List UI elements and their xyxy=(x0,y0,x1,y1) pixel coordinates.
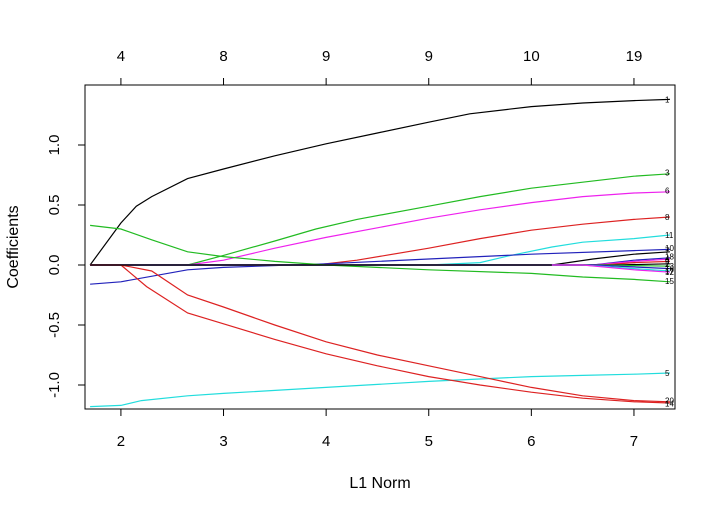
end-label: 17 xyxy=(665,267,674,276)
end-label: 13 xyxy=(665,262,674,271)
end-label: 15 xyxy=(665,277,674,286)
end-label: 4 xyxy=(665,254,670,263)
series-line-15 xyxy=(90,224,670,283)
y-tick-label: -0.5 xyxy=(46,312,63,338)
top-tick-label: 19 xyxy=(626,48,643,65)
y-tick-label: 0.0 xyxy=(46,255,63,276)
end-label: 6 xyxy=(665,187,670,196)
x-axis-title: L1 Norm xyxy=(349,475,410,492)
end-label: 2 xyxy=(665,260,670,269)
top-tick-label: 9 xyxy=(425,48,433,65)
end-label: 5 xyxy=(665,369,670,378)
x-tick-label: 3 xyxy=(219,433,227,450)
top-tick-label: 4 xyxy=(117,48,125,65)
end-label: 11 xyxy=(665,231,674,240)
x-tick-label: 2 xyxy=(117,433,125,450)
x-tick-label: 4 xyxy=(322,433,330,450)
end-label: 3 xyxy=(665,169,670,178)
series-line-14 xyxy=(90,264,670,404)
y-tick-label: 1.0 xyxy=(46,135,63,156)
left-axis: -1.0 -0.5 0.0 0.5 1.0 xyxy=(46,135,86,398)
end-label: 18 xyxy=(665,253,674,262)
series-line-3 xyxy=(90,173,670,266)
series-line-10 xyxy=(90,248,670,285)
end-label: 10 xyxy=(665,244,674,253)
bottom-axis: 2 3 4 5 6 7 xyxy=(117,408,638,450)
end-label: 1 xyxy=(665,95,670,104)
series-line-5 xyxy=(90,372,670,408)
end-label: 12 xyxy=(665,268,674,277)
end-label: 20 xyxy=(665,397,674,406)
series-line-7 xyxy=(90,251,670,266)
x-tick-label: 6 xyxy=(527,433,535,450)
y-tick-label: 0.5 xyxy=(46,195,63,216)
end-label: 7 xyxy=(665,247,670,256)
series-line-8 xyxy=(90,216,670,266)
end-label: 8 xyxy=(665,213,670,222)
x-tick-label: 5 xyxy=(425,433,433,450)
x-tick-label: 7 xyxy=(630,433,638,450)
end-label: 9 xyxy=(665,257,670,266)
end-label: 14 xyxy=(665,400,674,409)
end-label: 16 xyxy=(665,265,674,274)
series-line-20 xyxy=(90,264,670,403)
series-line-6 xyxy=(90,191,670,266)
y-tick-label: -1.0 xyxy=(46,372,63,398)
top-tick-label: 10 xyxy=(523,48,540,65)
top-tick-label: 9 xyxy=(322,48,330,65)
top-axis: 4 8 9 9 10 19 xyxy=(117,48,643,86)
series-line-1 xyxy=(89,98,670,266)
series-lines xyxy=(89,98,670,408)
top-tick-label: 8 xyxy=(219,48,227,65)
y-axis-title: Coefficients xyxy=(5,205,22,288)
